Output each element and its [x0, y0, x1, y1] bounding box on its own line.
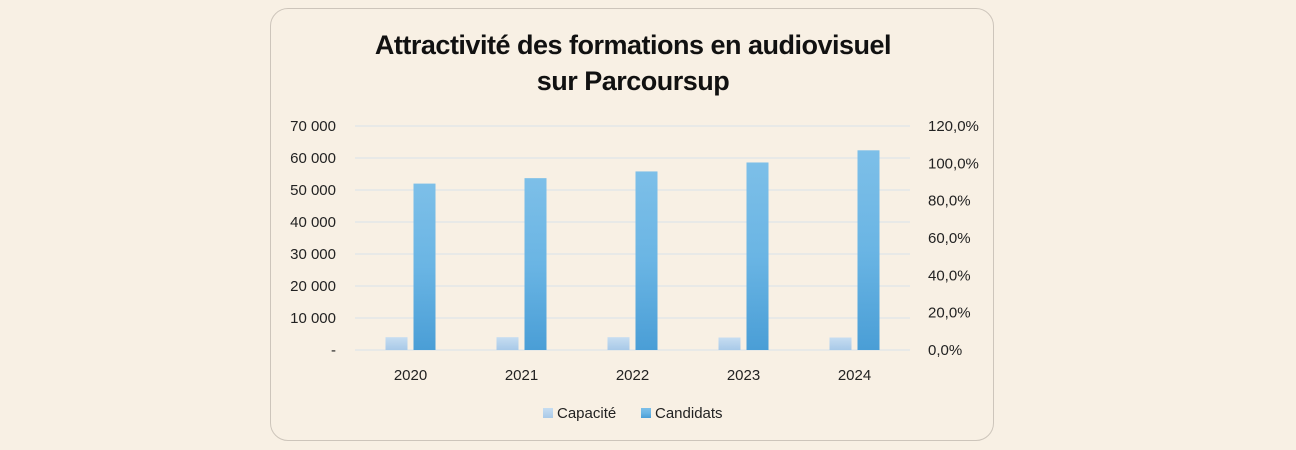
bar-candidats [857, 150, 880, 350]
bar-capacite [829, 337, 852, 350]
gridlines [355, 125, 910, 351]
legend: Capacité Candidats [543, 405, 723, 422]
bar-capacite [607, 337, 630, 350]
x-tick-label: 2024 [838, 367, 871, 384]
axis-labels: - 10 000 20 000 30 000 40 000 50 000 60 000 70 … [290, 118, 979, 384]
chart-title-line-1: Attractivité des formations en audiovisu… [374, 30, 892, 60]
bar-capacite [385, 337, 408, 350]
bar-capacite [496, 337, 519, 350]
legend-swatch [641, 408, 651, 418]
x-tick-label: 2023 [727, 367, 760, 384]
y-tick-label: 50 000 [290, 182, 336, 199]
y2-tick-label: 60,0% [928, 230, 971, 247]
y-tick-label: 10 000 [290, 310, 336, 327]
x-tick-label: 2021 [505, 367, 538, 384]
y-tick-label: 30 000 [290, 246, 336, 263]
bar-candidats [746, 162, 769, 350]
y-tick-label: 40 000 [290, 214, 336, 231]
legend-label: Capacité [557, 405, 616, 422]
bars [385, 150, 880, 350]
y-tick-label: 60 000 [290, 150, 336, 167]
legend-swatch [543, 408, 553, 418]
bar-candidats [413, 183, 436, 350]
y-tick-label: 70 000 [290, 118, 336, 135]
y2-tick-label: 40,0% [928, 267, 971, 284]
y2-tick-label: 0,0% [928, 342, 962, 359]
x-tick-label: 2022 [616, 367, 649, 384]
bar-candidats [635, 171, 658, 350]
legend-label: Candidats [655, 405, 723, 422]
bar-candidats [524, 178, 547, 350]
bar-capacite [718, 337, 741, 350]
y2-tick-label: 120,0% [928, 118, 979, 135]
y2-tick-label: 80,0% [928, 193, 971, 210]
y2-tick-label: 20,0% [928, 305, 971, 322]
y-tick-label: - [331, 342, 336, 359]
chart-title: Attractivité des formations en audiovisu… [270, 27, 996, 99]
chart-title-line-2: sur Parcoursup [536, 66, 730, 96]
y2-tick-label: 100,0% [928, 155, 979, 172]
x-tick-label: 2020 [394, 367, 427, 384]
y-tick-label: 20 000 [290, 278, 336, 295]
